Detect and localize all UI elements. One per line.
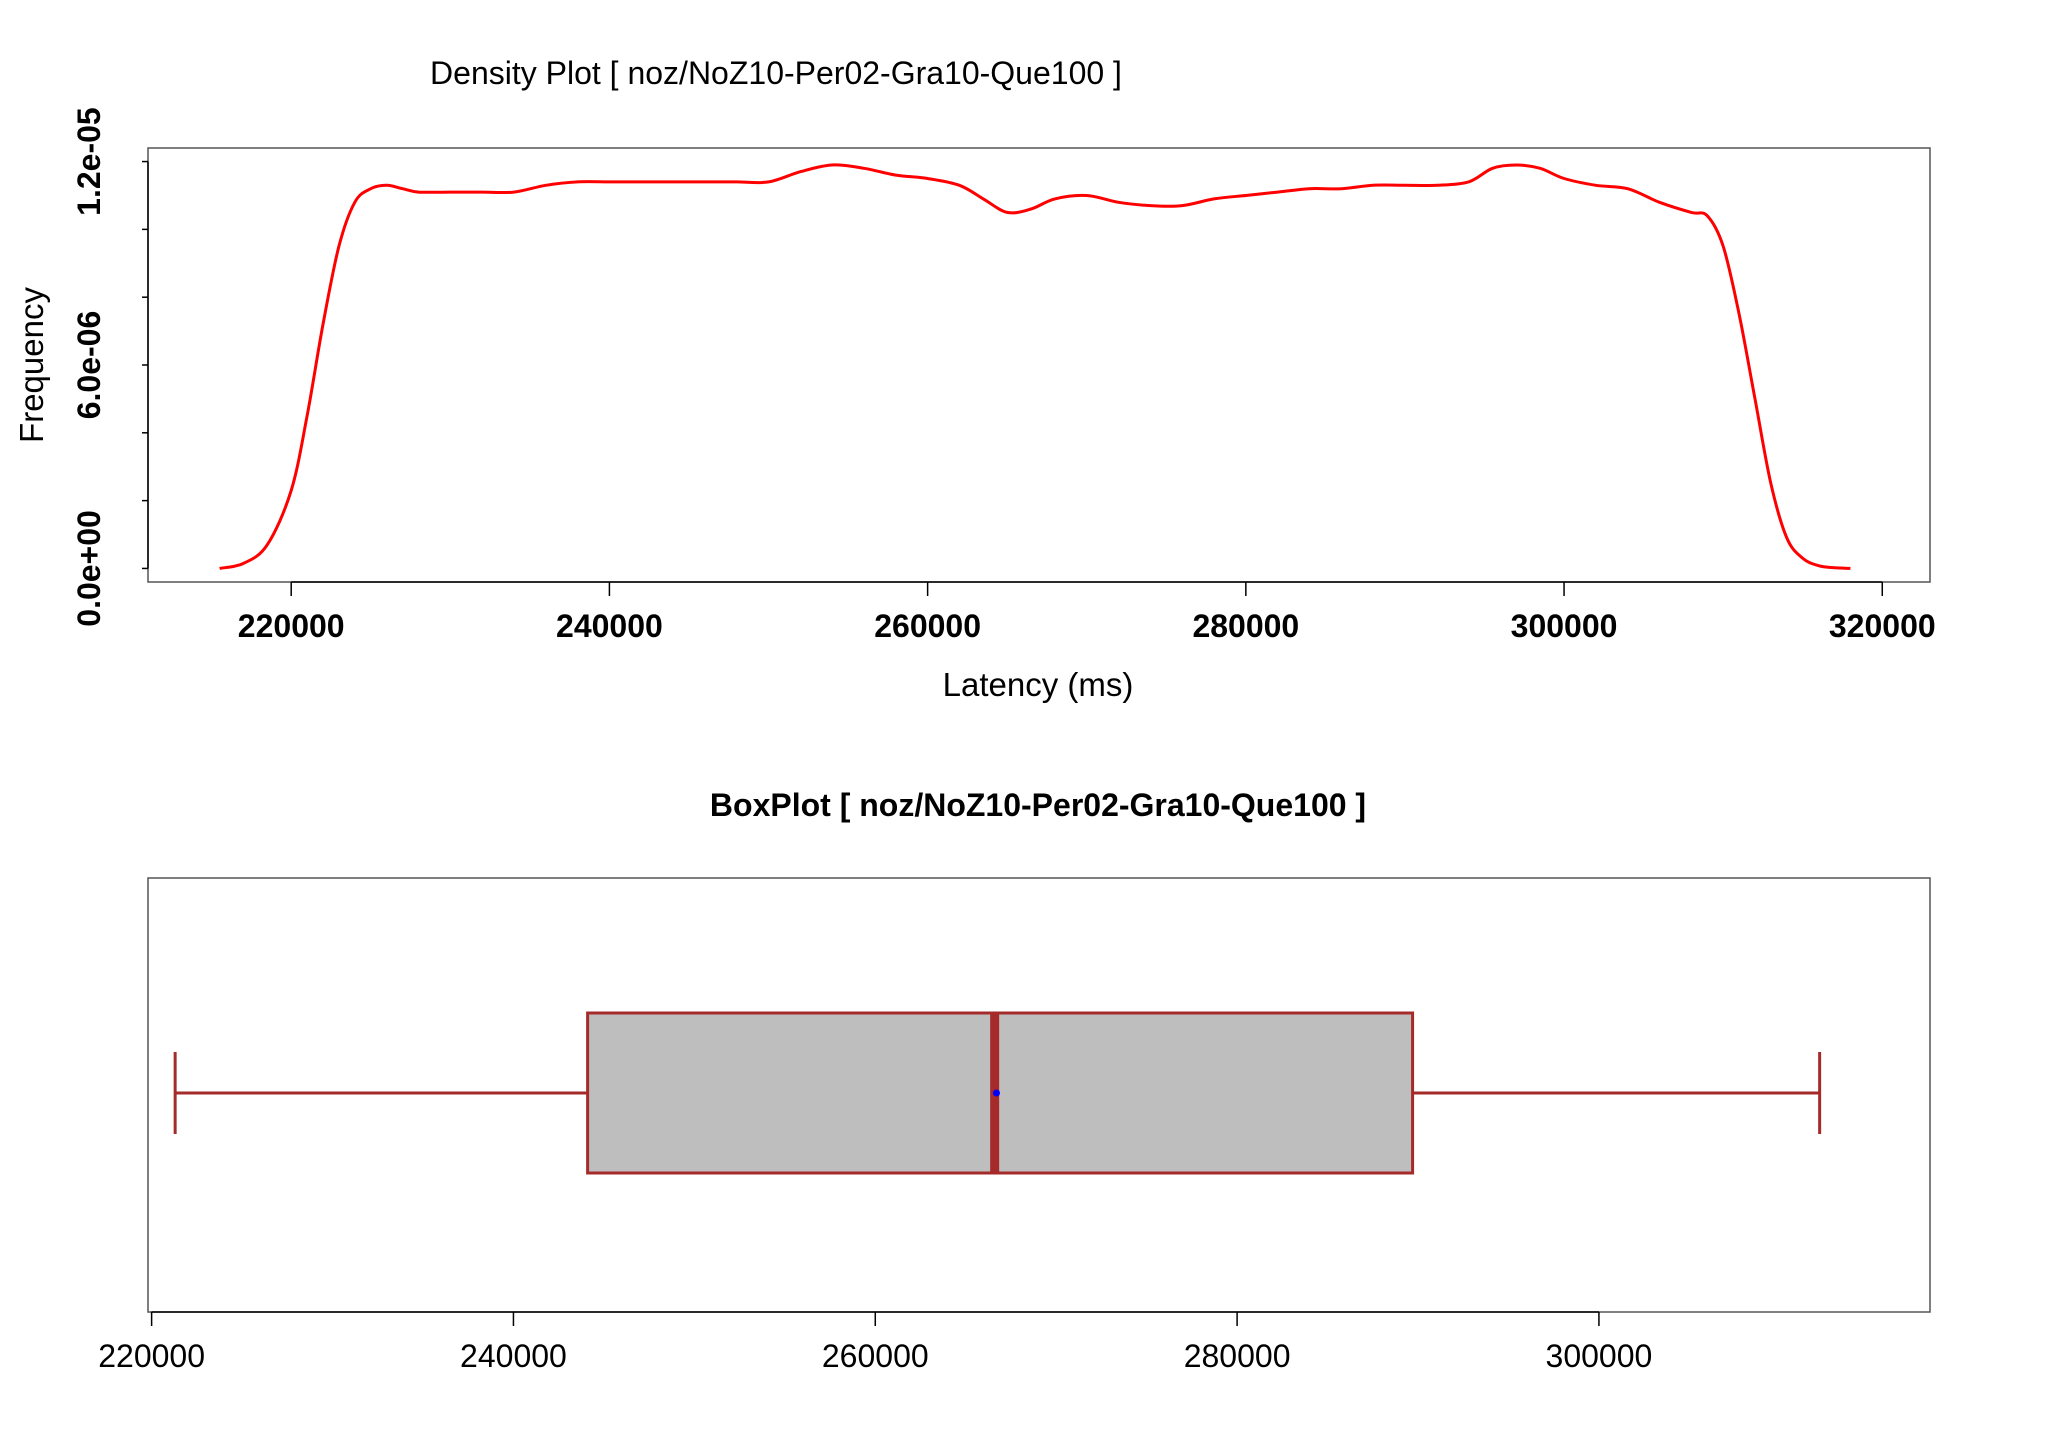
box-x-tick-label: 240000 [460,1338,567,1374]
density-x-tick-label: 280000 [1192,608,1299,644]
density-plot-frame [147,147,1931,583]
density-x-tick-label: 220000 [238,608,345,644]
density-y-axis-label: Frequency [13,287,50,443]
density-x-tick-label: 240000 [556,608,663,644]
density-x-axis: 220000 240000 260000 280000 300000 320000 [238,581,1936,644]
density-x-axis-label: Latency (ms) [943,666,1134,703]
box-x-tick-label: 300000 [1546,1338,1653,1374]
density-y-tick-label: 1.2e-05 [71,107,107,216]
box-x-tick-label: 280000 [1184,1338,1291,1374]
density-chart: Density Plot [ noz/NoZ10-Per02-Gra10-Que… [13,55,1936,703]
box-mean-point [992,1089,1000,1097]
density-x-tick-label: 300000 [1511,608,1618,644]
density-x-tick-label: 260000 [874,608,981,644]
density-y-tick-label: 6.0e-06 [71,311,107,420]
box-x-axis: 220000 240000 260000 280000 300000 [98,1311,1653,1374]
box-x-tick-label: 220000 [98,1338,205,1374]
density-x-tick-label: 320000 [1829,608,1936,644]
density-y-tick-label: 0.0e+00 [71,510,107,627]
density-series-line [219,163,1851,570]
box-marks [173,1011,1822,1175]
box-x-tick-label: 260000 [822,1338,929,1374]
box-iqr-rect [586,1011,1415,1175]
density-title: Density Plot [ noz/NoZ10-Per02-Gra10-Que… [430,55,1122,91]
box-title: BoxPlot [ noz/NoZ10-Per02-Gra10-Que100 ] [710,787,1366,823]
box-chart: BoxPlot [ noz/NoZ10-Per02-Gra10-Que100 ]… [98,787,1931,1374]
density-y-axis: 0.0e+00 6.0e-06 1.2e-05 [71,107,149,627]
